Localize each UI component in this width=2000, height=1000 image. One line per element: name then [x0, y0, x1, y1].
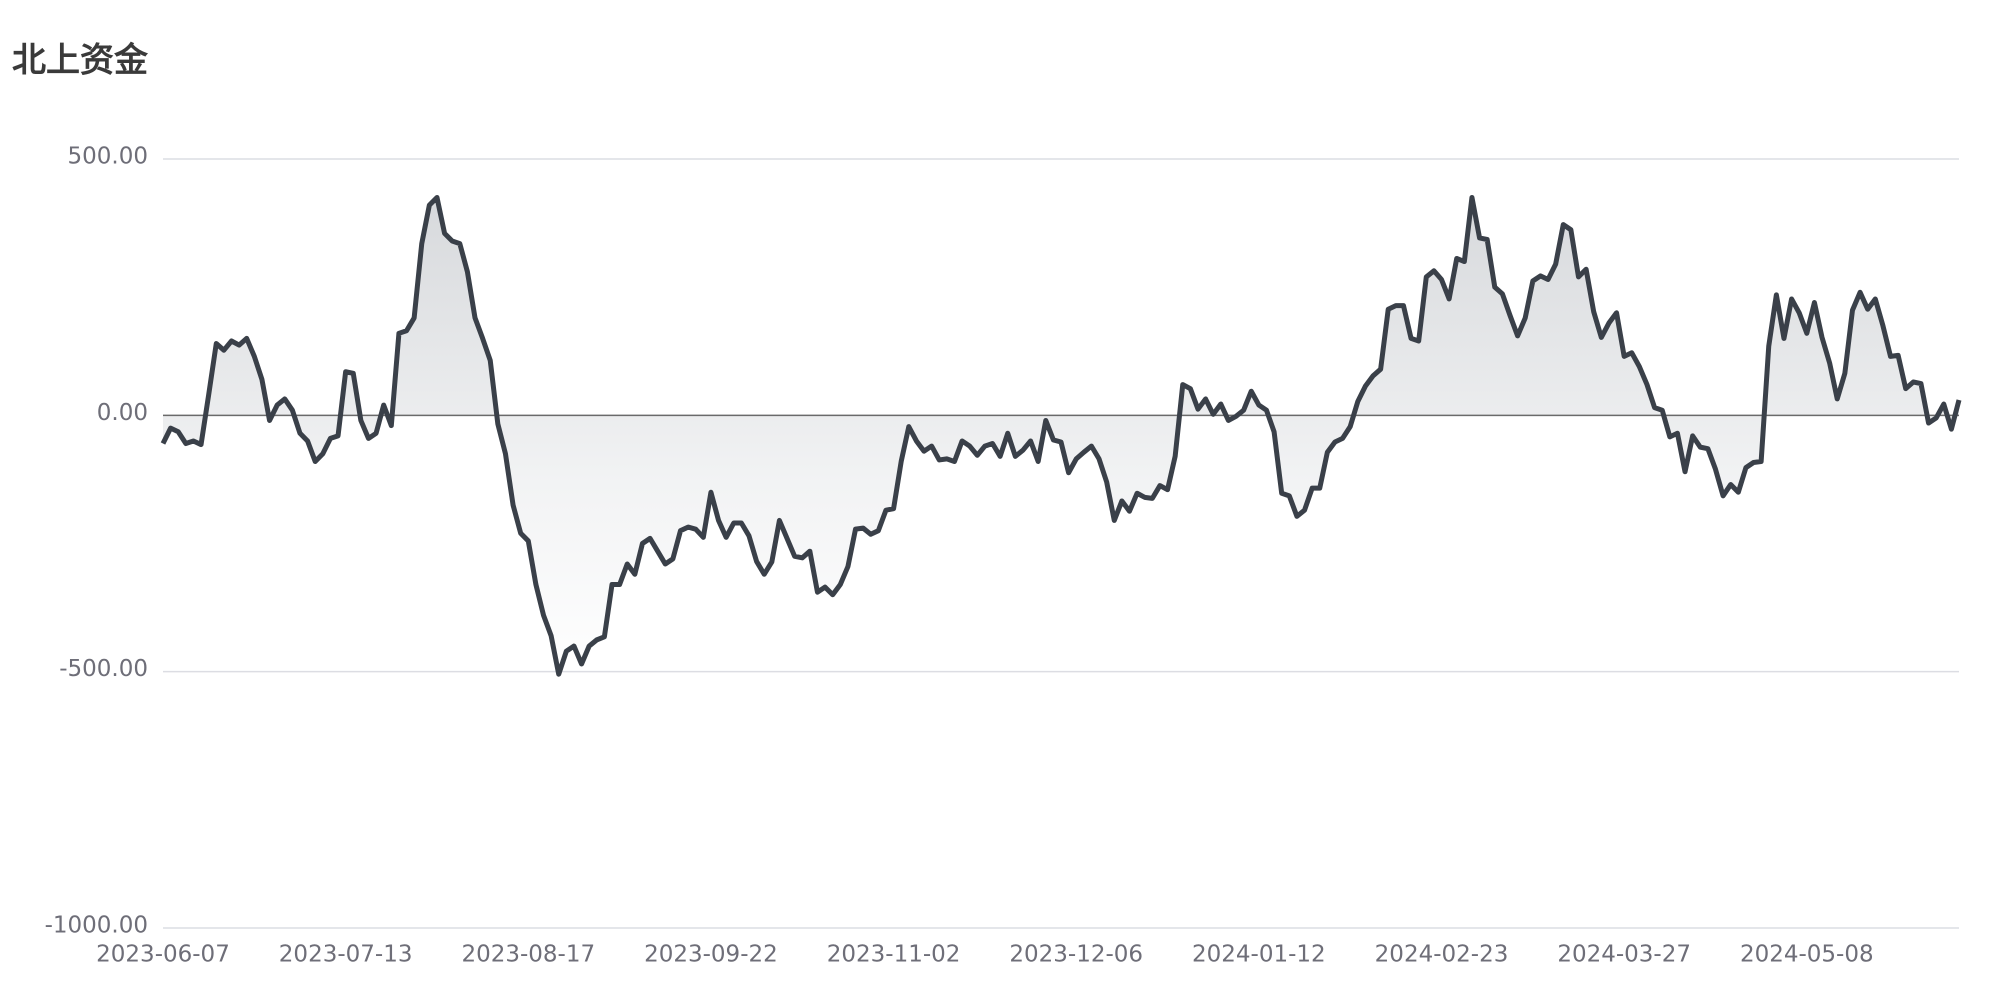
x-tick-label: 2024-01-12 — [1192, 942, 1326, 968]
x-tick-label: 2023-12-06 — [1009, 942, 1143, 968]
y-tick-label: 0.00 — [97, 400, 148, 426]
x-tick-label: 2024-03-27 — [1557, 942, 1691, 968]
area-fill — [163, 197, 1959, 675]
y-tick-label: -500.00 — [59, 656, 148, 682]
x-tick-label: 2023-11-02 — [827, 942, 961, 968]
x-tick-label: 2024-02-23 — [1375, 942, 1509, 968]
chart-title: 北上资金 — [12, 41, 149, 81]
y-tick-label: -1000.00 — [45, 913, 148, 939]
x-tick-label: 2023-08-17 — [461, 942, 595, 968]
x-tick-label: 2023-09-22 — [644, 942, 778, 968]
x-tick-label: 2024-05-08 — [1740, 942, 1874, 968]
x-tick-label: 2023-06-07 — [96, 942, 230, 968]
x-tick-label: 2023-07-13 — [279, 942, 413, 968]
line — [160, 194, 1962, 677]
y-tick-label: 500.00 — [68, 144, 148, 170]
